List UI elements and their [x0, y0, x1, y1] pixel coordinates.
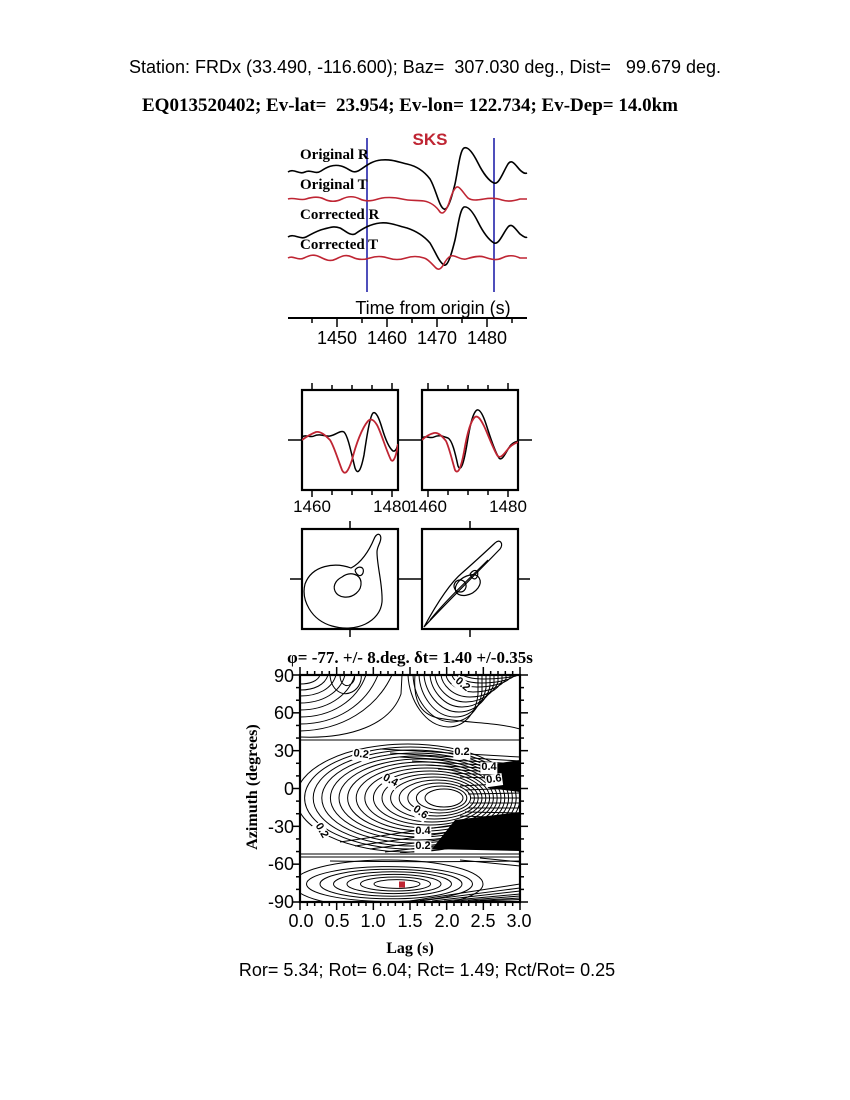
- xtick-15: 1.5: [397, 911, 423, 931]
- comparison-panels: [288, 383, 532, 497]
- comparison-left-black-trace: [302, 411, 398, 473]
- cmp-tick-left-1460: 1460: [293, 497, 331, 516]
- time-axis-label: Time from origin (s): [355, 298, 511, 318]
- comparison-right-black-trace: [422, 409, 518, 469]
- contour-label-02-midleft: 0.2: [351, 747, 371, 762]
- comparison-left-red-trace: [302, 418, 398, 474]
- time-axis-ticks: [311, 318, 513, 327]
- time-tick-1470: 1470: [416, 328, 458, 348]
- pm-left-notch: [354, 566, 364, 577]
- pm-right-loop: [454, 574, 481, 597]
- contour-label-04-lower: 0.4: [414, 825, 432, 838]
- best-solution-marker: [399, 881, 405, 888]
- trace-original-r: [287, 146, 528, 210]
- contour-panel: [292, 667, 528, 910]
- xtick-10: 1.0: [360, 911, 386, 931]
- cmp-tick-right-1460: 1460: [409, 497, 447, 516]
- contour-title: φ= -77. +/- 8.deg. δt= 1.40 +/-0.35s: [287, 648, 533, 667]
- contour-label-02-lower: 0.2: [414, 840, 432, 853]
- particle-motion-panels: [290, 521, 530, 637]
- contour-label-06-right: 0.6: [484, 772, 504, 787]
- ytick-m30: -30: [267, 817, 294, 837]
- xtick-0: 0.0: [288, 911, 314, 931]
- seismogram-panel: [287, 138, 528, 327]
- trace-label-corrected-r: Corrected R: [300, 207, 380, 223]
- trace-corrected-t: [287, 254, 527, 270]
- contour-bottom-band: [300, 856, 520, 901]
- station-title: Station: FRDx (33.490, -116.600); Baz= 3…: [128, 57, 722, 77]
- xtick-20: 2.0: [434, 911, 460, 931]
- cmp-tick-right-1480: 1480: [489, 497, 527, 516]
- event-title: EQ013520402; Ev-lat= 23.954; Ev-lon= 122…: [142, 95, 678, 116]
- contour-label-02-midright: 0.2: [453, 746, 471, 759]
- contour-top-band: [300, 675, 520, 738]
- time-tick-1480: 1480: [466, 328, 508, 348]
- pm-box-left: [300, 527, 400, 631]
- ytick-0: 0: [283, 779, 294, 799]
- ytick-m90: -90: [267, 892, 294, 912]
- comparison-right-red-trace: [422, 415, 518, 473]
- pm-left-inner-loop: [333, 573, 362, 598]
- trace-label-original-r: Original R: [300, 147, 369, 163]
- comparison-ticks: [288, 383, 532, 497]
- pm-right-lens: [423, 540, 503, 628]
- trace-original-t: [287, 186, 527, 214]
- contour-label-04-right: 0.4: [480, 761, 498, 774]
- comparison-box-right: [420, 388, 520, 492]
- trace-label-corrected-t: Corrected T: [300, 237, 379, 253]
- xtick-30: 3.0: [506, 911, 532, 931]
- contour-ylabel: Azimuth (degrees): [244, 724, 261, 850]
- trace-corrected-r: [287, 206, 528, 266]
- contour-xlabel: Lag (s): [386, 940, 434, 957]
- pm-ticks: [290, 521, 530, 637]
- ytick-90: 90: [273, 666, 294, 686]
- ytick-60: 60: [273, 703, 294, 723]
- pm-right-small-circle: [453, 579, 467, 593]
- cmp-tick-left-1480: 1480: [373, 497, 411, 516]
- result-statistics-line: Ror= 5.34; Rot= 6.04; Rct= 1.49; Rct/Rot…: [238, 960, 616, 980]
- xtick-05: 0.5: [324, 911, 350, 931]
- contour-middle-band: [300, 743, 520, 853]
- ytick-30: 30: [273, 741, 294, 761]
- sks-phase-label: SKS: [412, 130, 448, 149]
- pm-right-notch: [469, 569, 479, 580]
- contour-axis-ticks: [292, 667, 528, 910]
- pm-right-inner-line: [429, 559, 489, 621]
- time-tick-1450: 1450: [316, 328, 358, 348]
- ytick-m60: -60: [267, 854, 294, 874]
- xtick-25: 2.5: [470, 911, 496, 931]
- pm-left-orbit: [303, 533, 383, 629]
- trace-label-original-t: Original T: [300, 177, 368, 193]
- time-tick-1460: 1460: [366, 328, 408, 348]
